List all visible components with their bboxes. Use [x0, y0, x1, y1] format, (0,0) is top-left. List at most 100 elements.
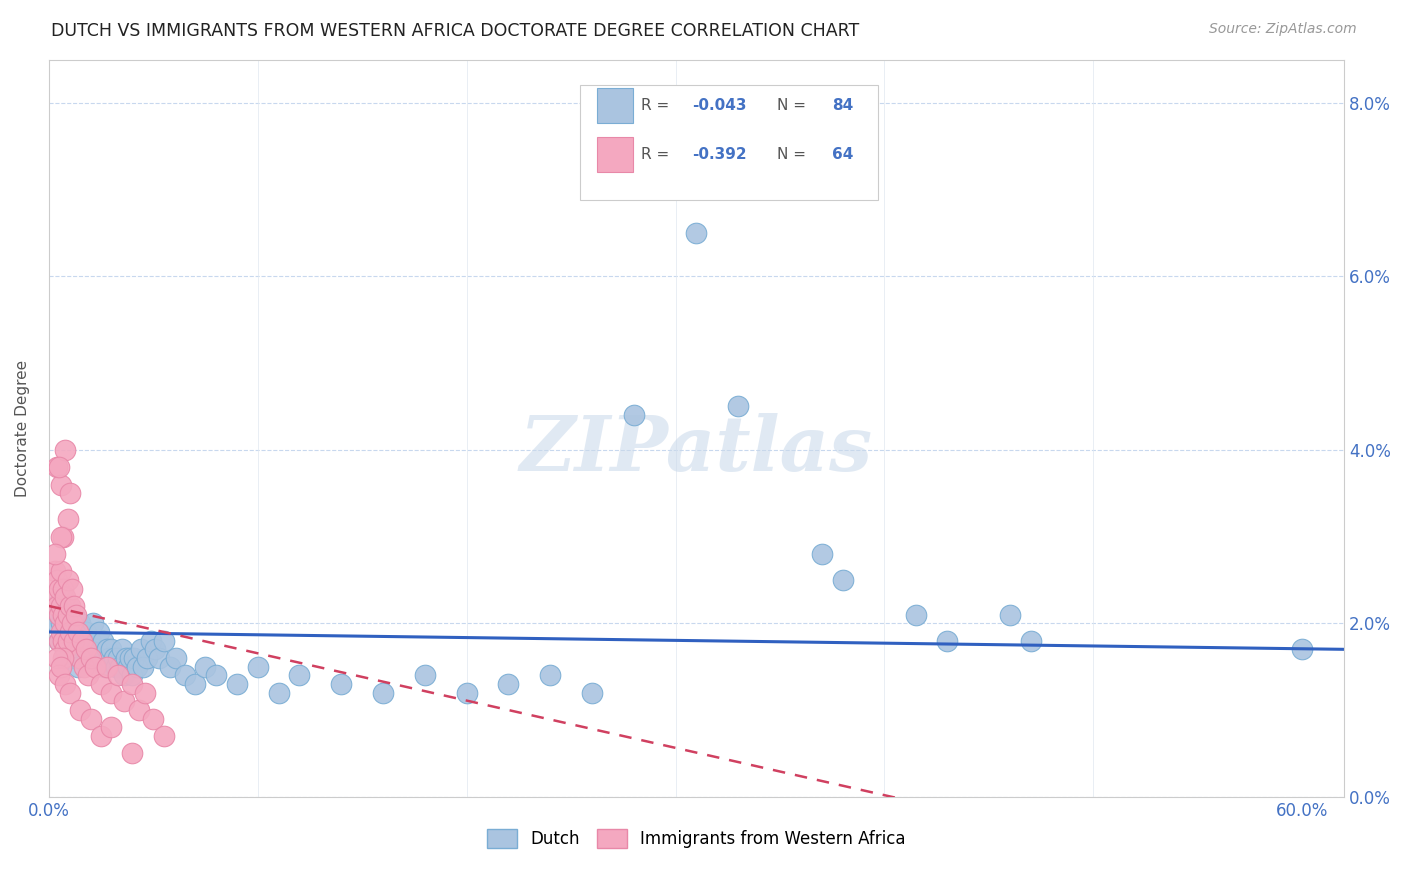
Point [52, 651, 75, 665]
Y-axis label: Doctorate Degree: Doctorate Degree [15, 359, 30, 497]
Point [83, 651, 105, 665]
Point [52, 633, 75, 648]
Point [115, 651, 138, 665]
Point [225, 677, 247, 691]
Point [75, 624, 97, 639]
Point [59, 642, 82, 657]
Point [129, 642, 152, 657]
Point [121, 668, 143, 682]
Point [52, 530, 75, 544]
Point [46, 573, 69, 587]
Point [90, 651, 112, 665]
Point [1019, 633, 1042, 648]
Point [63, 651, 86, 665]
Point [330, 677, 353, 691]
Point [66, 633, 89, 648]
Point [63, 599, 86, 613]
Point [904, 607, 927, 622]
Point [63, 633, 86, 648]
Point [152, 729, 174, 743]
Point [69, 651, 91, 665]
Point [52, 591, 75, 605]
Point [111, 642, 134, 657]
Point [51, 599, 73, 613]
Point [48, 460, 70, 475]
Point [56, 633, 79, 648]
Point [173, 668, 195, 682]
Point [936, 633, 959, 648]
Point [46, 616, 69, 631]
Text: 84: 84 [832, 98, 853, 113]
Point [998, 607, 1021, 622]
Point [60, 616, 83, 631]
Point [142, 712, 165, 726]
Point [48, 633, 70, 648]
Point [87, 624, 110, 639]
Text: ZIPatlas: ZIPatlas [520, 413, 873, 487]
Point [121, 677, 143, 691]
Point [86, 642, 108, 657]
Point [55, 642, 77, 657]
Point [82, 616, 104, 631]
Point [413, 668, 436, 682]
Point [51, 599, 73, 613]
Text: R =: R = [641, 147, 673, 162]
Point [70, 633, 93, 648]
Point [56, 512, 79, 526]
Text: N =: N = [776, 98, 811, 113]
Point [52, 582, 75, 596]
Point [48, 607, 70, 622]
Point [134, 686, 156, 700]
Point [66, 624, 89, 639]
Point [1291, 642, 1313, 657]
Point [60, 582, 83, 596]
Point [205, 668, 228, 682]
Point [184, 677, 207, 691]
Point [91, 633, 114, 648]
Point [63, 607, 86, 622]
Point [51, 659, 73, 673]
Point [52, 607, 75, 622]
Point [831, 573, 853, 587]
Point [108, 659, 131, 673]
Point [56, 599, 79, 613]
Point [48, 633, 70, 648]
Point [55, 616, 77, 631]
Point [46, 599, 69, 613]
Point [288, 668, 311, 682]
Point [94, 659, 117, 673]
Point [117, 659, 139, 673]
Point [498, 677, 520, 691]
Point [100, 720, 122, 734]
Point [124, 651, 146, 665]
Text: N =: N = [776, 147, 811, 162]
Point [70, 633, 93, 648]
Point [55, 624, 77, 639]
Point [77, 668, 100, 682]
Point [66, 659, 89, 673]
Point [51, 564, 73, 578]
Point [148, 651, 170, 665]
Point [55, 651, 77, 665]
Point [83, 659, 105, 673]
Point [90, 729, 112, 743]
Point [112, 694, 135, 708]
Point [100, 642, 122, 657]
FancyBboxPatch shape [596, 137, 633, 172]
Point [96, 659, 118, 673]
Point [73, 642, 96, 657]
Point [59, 616, 82, 631]
Point [371, 686, 394, 700]
Point [194, 659, 217, 673]
Point [159, 659, 181, 673]
Point [44, 599, 66, 613]
Point [52, 624, 75, 639]
Point [246, 659, 269, 673]
Point [100, 686, 122, 700]
Point [79, 651, 101, 665]
Point [59, 686, 82, 700]
Point [165, 651, 187, 665]
Legend: Dutch, Immigrants from Western Africa: Dutch, Immigrants from Western Africa [481, 822, 912, 855]
Point [52, 633, 75, 648]
Point [107, 651, 129, 665]
